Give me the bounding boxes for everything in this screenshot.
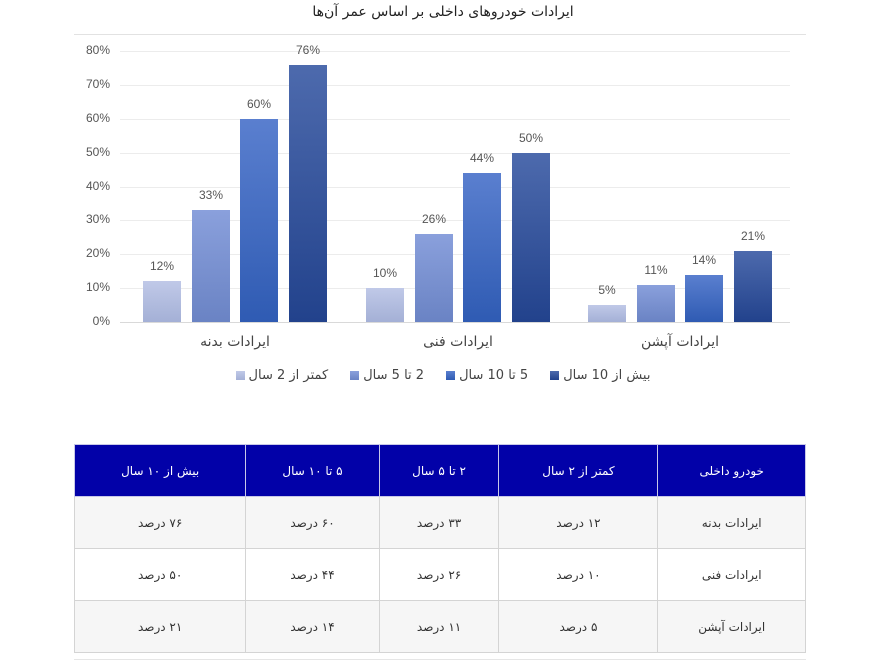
table-cell: ۲۶ درصد <box>378 548 500 601</box>
legend-swatch-icon <box>350 371 360 380</box>
table-cell: ۷۶ درصد <box>73 496 247 549</box>
table-cell: ۱۱ درصد <box>378 600 500 653</box>
legend-swatch-icon <box>235 371 245 380</box>
bottom-divider <box>74 659 806 660</box>
y-axis-tick: 50% <box>85 144 110 159</box>
bar-value-label: 60% <box>246 96 272 111</box>
row-label: ایرادات آپشن <box>657 600 806 653</box>
legend-label: 5 تا 10 سال <box>459 368 529 383</box>
table-cell: ۵۰ درصد <box>73 548 247 601</box>
y-axis-tick: 10% <box>85 280 110 295</box>
gridline <box>120 254 790 256</box>
chart-legend: بیش از 10 سال 5 تا 10 سال 2 تا 5 سال کمتر ا… <box>0 368 886 383</box>
bar-chart: 0% 10% 20% 30% 40% 50% 60% 70% 80% 12% 33% 60% 76% ای… <box>85 42 790 350</box>
table-cell: ۱۴ درصد <box>245 600 380 653</box>
bar-value-label: 44% <box>469 150 495 165</box>
legend-item: کمتر از 2 سال <box>235 368 329 383</box>
table-cell: ۱۰ درصد <box>498 548 659 601</box>
bar <box>637 284 675 322</box>
header-under-2: کمتر از ۲ سال <box>498 444 659 497</box>
bar-value-label: 26% <box>421 211 447 226</box>
y-axis-tick: 0% <box>92 314 110 328</box>
bar-value-label: 5% <box>598 283 616 298</box>
gridline <box>120 186 790 188</box>
legend-item: بیش از 10 سال <box>550 368 650 383</box>
bar <box>734 250 772 322</box>
bar-value-label: 11% <box>644 262 668 277</box>
table-cell: ۳۳ درصد <box>378 496 500 549</box>
y-axis-tick: 60% <box>85 110 110 125</box>
row-label: ایرادات فنی <box>657 548 806 601</box>
table-cell: ۵ درصد <box>498 600 659 653</box>
gridline <box>120 84 790 86</box>
bar <box>588 305 626 322</box>
chart-title: ایرادات خودروهای داخلی بر اساس عمر آن‌ها <box>312 4 574 20</box>
bar <box>240 118 278 322</box>
table-cell: ۱۲ درصد <box>498 496 659 549</box>
legend-item: 5 تا 10 سال <box>446 368 528 383</box>
x-axis-category: ایرادات بدنه <box>200 334 270 350</box>
legend-swatch-icon <box>446 371 456 380</box>
data-table: خودرو داخلی کمتر از ۲ سال ۲ تا ۵ سال ۵ ت… <box>73 444 806 653</box>
bar-value-label: 14% <box>691 252 717 267</box>
title-divider <box>74 34 806 35</box>
legend-label: کمتر از 2 سال <box>248 368 329 383</box>
table-cell: ۲۱ درصد <box>73 600 247 653</box>
table-row: ایرادات فنی ۱۰ درصد ۲۶ درصد ۴۴ درصد ۵۰ د… <box>73 548 806 601</box>
header-2-5: ۲ تا ۵ سال <box>378 444 500 497</box>
bar <box>415 233 453 322</box>
header-over-10: بیش از ۱۰ سال <box>73 444 247 497</box>
bar-value-label: 76% <box>295 42 321 57</box>
header-5-10: ۵ تا ۱۰ سال <box>245 444 380 497</box>
x-axis-category: ایرادات فنی <box>423 334 493 350</box>
gridline <box>120 51 790 52</box>
legend-label: 2 تا 5 سال <box>363 368 425 383</box>
bar-value-label: 33% <box>198 188 224 203</box>
gridline <box>120 288 790 290</box>
legend-label: بیش از 10 سال <box>563 368 651 383</box>
bar <box>192 210 230 322</box>
bar <box>463 172 501 322</box>
y-axis-tick: 20% <box>85 246 110 261</box>
table-header-row: خودرو داخلی کمتر از ۲ سال ۲ تا ۵ سال ۵ ت… <box>73 444 806 497</box>
bar <box>512 152 550 322</box>
legend-swatch-icon <box>550 371 560 380</box>
bar-value-label: 12% <box>149 259 175 274</box>
row-label: ایرادات بدنه <box>657 496 806 549</box>
bar-value-label: 50% <box>518 130 544 145</box>
y-axis-tick: 30% <box>85 212 110 227</box>
table-cell: ۶۰ درصد <box>245 496 380 549</box>
bar-value-label: 21% <box>740 228 766 243</box>
bar <box>143 281 181 322</box>
y-axis-tick: 80% <box>85 43 110 57</box>
table-row: ایرادات آپشن ۵ درصد ۱۱ درصد ۱۴ درصد ۲۱ د… <box>73 600 806 653</box>
gridline <box>120 118 790 120</box>
y-axis-tick: 70% <box>85 76 110 91</box>
bar <box>366 288 404 322</box>
bar <box>685 274 723 322</box>
x-axis-category: ایرادات آپشن <box>640 334 720 350</box>
y-axis-tick: 40% <box>85 178 110 193</box>
table-row: ایرادات بدنه ۱۲ درصد ۳۳ درصد ۶۰ درصد ۷۶ … <box>73 496 806 549</box>
table-cell: ۴۴ درصد <box>245 548 380 601</box>
gridline <box>120 220 790 222</box>
bar-value-label: 10% <box>372 266 398 281</box>
legend-item: 2 تا 5 سال <box>350 368 424 383</box>
gridline <box>120 152 790 154</box>
gridline <box>120 322 790 323</box>
header-vehicle: خودرو داخلی <box>657 444 806 497</box>
bar <box>289 64 327 322</box>
